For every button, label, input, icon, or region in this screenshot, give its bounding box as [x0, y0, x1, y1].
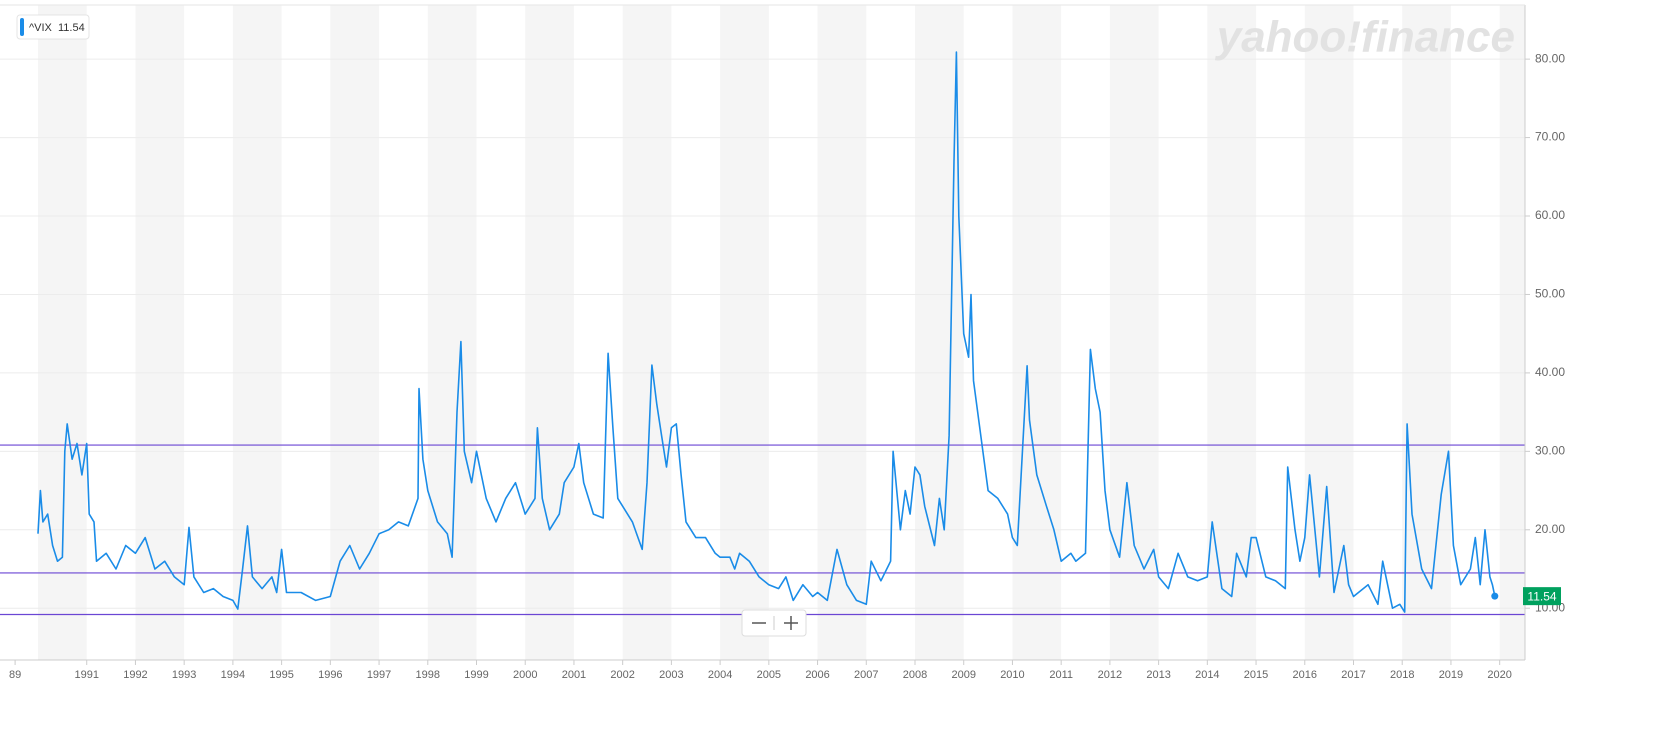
- year-bands: [0, 5, 1525, 660]
- x-tick-label: 2015: [1244, 669, 1268, 681]
- x-tick-label: 1994: [221, 669, 245, 681]
- x-tick-label: 2004: [708, 669, 732, 681]
- x-tick-label: 2009: [951, 669, 975, 681]
- x-tick-label: 1995: [269, 669, 293, 681]
- x-tick-label: 2018: [1390, 669, 1414, 681]
- year-band: [1402, 5, 1451, 660]
- year-band: [1109, 5, 1159, 660]
- x-tick-label: 1993: [172, 669, 196, 681]
- x-tick-label: 1998: [416, 669, 440, 681]
- x-tick-label: 2008: [903, 669, 927, 681]
- x-tick-label: 2011: [1049, 669, 1073, 681]
- zoom-control[interactable]: [741, 609, 807, 637]
- x-tick-label: 2001: [562, 669, 586, 681]
- x-tick-label: 2016: [1293, 669, 1317, 681]
- x-tick-label: 2003: [659, 669, 683, 681]
- year-band: [1499, 5, 1525, 660]
- x-tick-label: 2012: [1098, 669, 1122, 681]
- x-tick-label: 1996: [318, 669, 342, 681]
- year-band: [330, 5, 380, 660]
- x-tick-label: 2020: [1487, 669, 1511, 681]
- y-tick-label: 60.00: [1535, 208, 1565, 222]
- x-tick-label: 1999: [464, 669, 488, 681]
- y-tick-label: 80.00: [1535, 51, 1565, 65]
- year-band: [1304, 5, 1354, 660]
- y-tick-label: 30.00: [1535, 444, 1565, 458]
- year-band: [38, 5, 87, 660]
- year-band: [427, 5, 477, 660]
- last-price-label: 11.54: [1527, 589, 1556, 603]
- x-tick-label: 2002: [610, 669, 634, 681]
- x-tick-label: 1997: [367, 669, 391, 681]
- last-price-badge: [1523, 587, 1561, 606]
- series-line: [37, 51, 1496, 613]
- x-tick-label: 2013: [1146, 669, 1170, 681]
- year-band: [622, 5, 672, 660]
- y-tick-label: 50.00: [1535, 287, 1565, 301]
- x-tick-label: 2014: [1195, 669, 1219, 681]
- year-band: [1207, 5, 1257, 660]
- year-band: [720, 5, 769, 660]
- y-tick-label: 20.00: [1535, 522, 1565, 536]
- legend: ^VIX 11.54: [16, 14, 90, 40]
- x-tick-label: 2000: [513, 669, 537, 681]
- legend-swatch: [20, 18, 24, 36]
- x-tick-label: 1991: [74, 669, 98, 681]
- year-band: [525, 5, 574, 660]
- legend-name: ^VIX: [29, 22, 53, 34]
- legend-value: 11.54: [58, 22, 85, 34]
- x-tick-label: 2017: [1341, 669, 1365, 681]
- watermark: yahoo!finance: [1215, 13, 1515, 62]
- x-tick-label: 2019: [1439, 669, 1463, 681]
- x-tick-label: 2010: [1000, 669, 1024, 681]
- year-band: [232, 5, 282, 660]
- year-band: [817, 5, 867, 660]
- x-tick-label: 89: [9, 669, 21, 681]
- x-tick-label: 2005: [757, 669, 781, 681]
- year-band: [135, 5, 185, 660]
- y-tick-label: 70.00: [1535, 130, 1565, 144]
- x-tick-label: 1992: [123, 669, 147, 681]
- legend-box: [16, 14, 90, 40]
- last-point: [1491, 592, 1499, 600]
- y-tick-label: 40.00: [1535, 365, 1565, 379]
- year-band: [1012, 5, 1062, 660]
- x-tick-label: 2006: [805, 669, 829, 681]
- x-tick-label: 2007: [854, 669, 878, 681]
